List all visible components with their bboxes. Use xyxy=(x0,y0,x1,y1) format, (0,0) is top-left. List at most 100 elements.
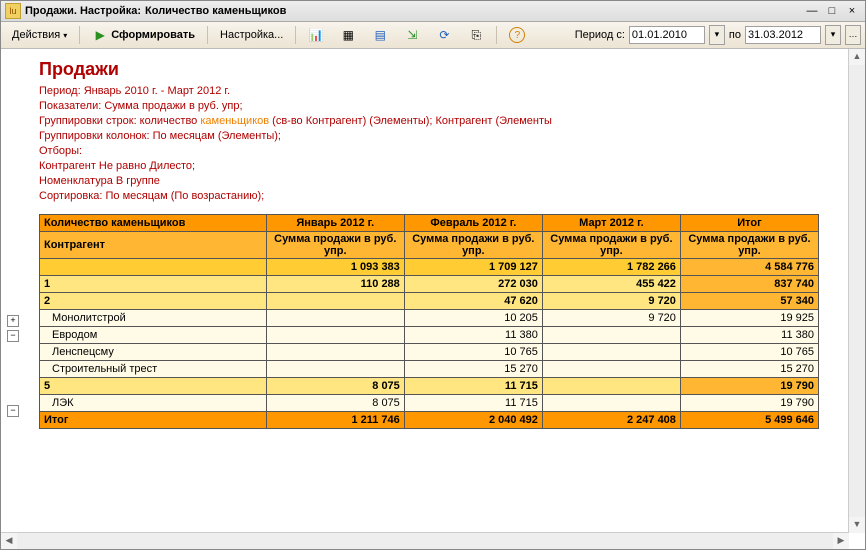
copy-icon: ⎘ xyxy=(468,27,484,43)
grid-icon: ▤ xyxy=(372,27,388,43)
detail-val: 11 380 xyxy=(404,327,542,344)
settings-button[interactable]: Настройка... xyxy=(213,26,290,44)
col-header-month: Февраль 2012 г. xyxy=(404,215,542,232)
group-val: 11 715 xyxy=(404,378,542,395)
app-icon: lu xyxy=(5,3,21,19)
bottom-total-val: 2 247 408 xyxy=(542,412,680,429)
horizontal-scrollbar[interactable]: ◀ ▶ xyxy=(1,532,849,549)
group-val xyxy=(266,293,404,310)
detail-label: Монолитстрой xyxy=(40,310,267,327)
group-label: 2 xyxy=(40,293,267,310)
outline-gutter: + − − xyxy=(1,49,29,549)
window: lu Продажи. Настройка: Количество камень… xyxy=(0,0,866,550)
period-to-label: по xyxy=(729,29,741,41)
window-title: Продажи. Настройка: xyxy=(25,5,141,17)
bottom-total-label: Итог xyxy=(40,412,267,429)
detail-val: 8 075 xyxy=(266,395,404,412)
period-to-input[interactable] xyxy=(745,26,821,44)
outline-toggle[interactable]: − xyxy=(7,330,19,342)
export-icon: ⇲ xyxy=(404,27,420,43)
group-val: 8 075 xyxy=(266,378,404,395)
col-header-contragent: Контрагент xyxy=(40,232,267,259)
detail-total: 15 270 xyxy=(680,361,818,378)
detail-label: Строительный трест xyxy=(40,361,267,378)
grand-val: 1 782 266 xyxy=(542,259,680,276)
chart-icon-button[interactable]: 📊 xyxy=(301,24,331,46)
detail-label: Ленспецсму xyxy=(40,344,267,361)
titlebar: lu Продажи. Настройка: Количество камень… xyxy=(1,1,865,22)
detail-label: Евродом xyxy=(40,327,267,344)
toolbar: Действия ▾ ▶ Сформировать Настройка... 📊… xyxy=(1,22,865,49)
col-header-measure: Сумма продажи в руб. упр. xyxy=(404,232,542,259)
refresh-icon-button[interactable]: ⟳ xyxy=(429,24,459,46)
detail-val: 10 205 xyxy=(404,310,542,327)
header-line: Период: Январь 2010 г. - Март 2012 г. xyxy=(39,84,845,99)
actions-label: Действия xyxy=(12,29,60,41)
scroll-down-icon[interactable]: ▼ xyxy=(849,517,865,533)
play-icon: ▶ xyxy=(92,27,108,43)
report-title: Продажи xyxy=(39,59,845,80)
detail-val: 15 270 xyxy=(404,361,542,378)
header-line: Контрагент Не равно Дилесто; xyxy=(39,159,845,174)
group-total: 57 340 xyxy=(680,293,818,310)
refresh-icon: ⟳ xyxy=(436,27,452,43)
header-lines: Период: Январь 2010 г. - Март 2012 г.Пок… xyxy=(39,84,845,204)
run-label: Сформировать xyxy=(111,29,195,41)
header-line: Группировки строк: количество каменьщико… xyxy=(39,114,845,129)
group-total: 837 740 xyxy=(680,276,818,293)
detail-val xyxy=(542,344,680,361)
chevron-down-icon: ▾ xyxy=(63,31,67,40)
period-from-input[interactable] xyxy=(629,26,705,44)
group-val xyxy=(542,378,680,395)
period-to-picker[interactable]: ▾ xyxy=(825,25,841,45)
scroll-left-icon[interactable]: ◀ xyxy=(1,533,17,549)
content: + − − Продажи Период: Январь 2010 г. - Мар… xyxy=(1,49,865,549)
close-button[interactable]: × xyxy=(843,4,861,18)
vertical-scrollbar[interactable]: ▲ ▼ xyxy=(848,49,865,533)
grid-icon-button[interactable]: ▤ xyxy=(365,24,395,46)
minimize-button[interactable]: — xyxy=(803,4,821,18)
table-icon-button[interactable]: ▦ xyxy=(333,24,363,46)
scroll-right-icon[interactable]: ▶ xyxy=(833,533,849,549)
col-header-month: Март 2012 г. xyxy=(542,215,680,232)
detail-label: ЛЭК xyxy=(40,395,267,412)
detail-val xyxy=(266,327,404,344)
scroll-up-icon[interactable]: ▲ xyxy=(849,49,865,65)
grand-val: 1 093 383 xyxy=(266,259,404,276)
col-header-total: Итог xyxy=(680,215,818,232)
grand-label xyxy=(40,259,267,276)
header-line: Группировки колонок: По месяцам (Элемент… xyxy=(39,129,845,144)
detail-total: 10 765 xyxy=(680,344,818,361)
period-from-picker[interactable]: ▾ xyxy=(709,25,725,45)
group-label: 5 xyxy=(40,378,267,395)
maximize-button[interactable]: □ xyxy=(823,4,841,18)
outline-toggle[interactable]: + xyxy=(7,315,19,327)
bottom-grand-total: 5 499 646 xyxy=(680,412,818,429)
window-subtitle: Количество каменьщиков xyxy=(145,5,286,17)
group-val: 455 422 xyxy=(542,276,680,293)
col-header-measure: Сумма продажи в руб. упр. xyxy=(542,232,680,259)
group-label: 1 xyxy=(40,276,267,293)
outline-toggle[interactable]: − xyxy=(7,405,19,417)
period-extra-button[interactable]: … xyxy=(845,25,861,45)
group-val: 272 030 xyxy=(404,276,542,293)
detail-val: 9 720 xyxy=(542,310,680,327)
detail-total: 19 790 xyxy=(680,395,818,412)
col-header-measure: Сумма продажи в руб. упр. xyxy=(680,232,818,259)
export-icon-button[interactable]: ⇲ xyxy=(397,24,427,46)
group-val: 9 720 xyxy=(542,293,680,310)
group-total: 19 790 xyxy=(680,378,818,395)
actions-menu[interactable]: Действия ▾ xyxy=(5,26,74,44)
header-line: Номенклатура В группе xyxy=(39,174,845,189)
copy-icon-button[interactable]: ⎘ xyxy=(461,24,491,46)
help-button[interactable]: ? xyxy=(502,24,532,46)
col-header-measure: Сумма продажи в руб. упр. xyxy=(266,232,404,259)
col-header-group: Количество каменьщиков xyxy=(40,215,267,232)
detail-total: 11 380 xyxy=(680,327,818,344)
detail-val xyxy=(266,344,404,361)
detail-total: 19 925 xyxy=(680,310,818,327)
table-icon: ▦ xyxy=(340,27,356,43)
detail-val xyxy=(542,395,680,412)
run-button[interactable]: ▶ Сформировать xyxy=(85,24,202,46)
detail-val xyxy=(266,361,404,378)
